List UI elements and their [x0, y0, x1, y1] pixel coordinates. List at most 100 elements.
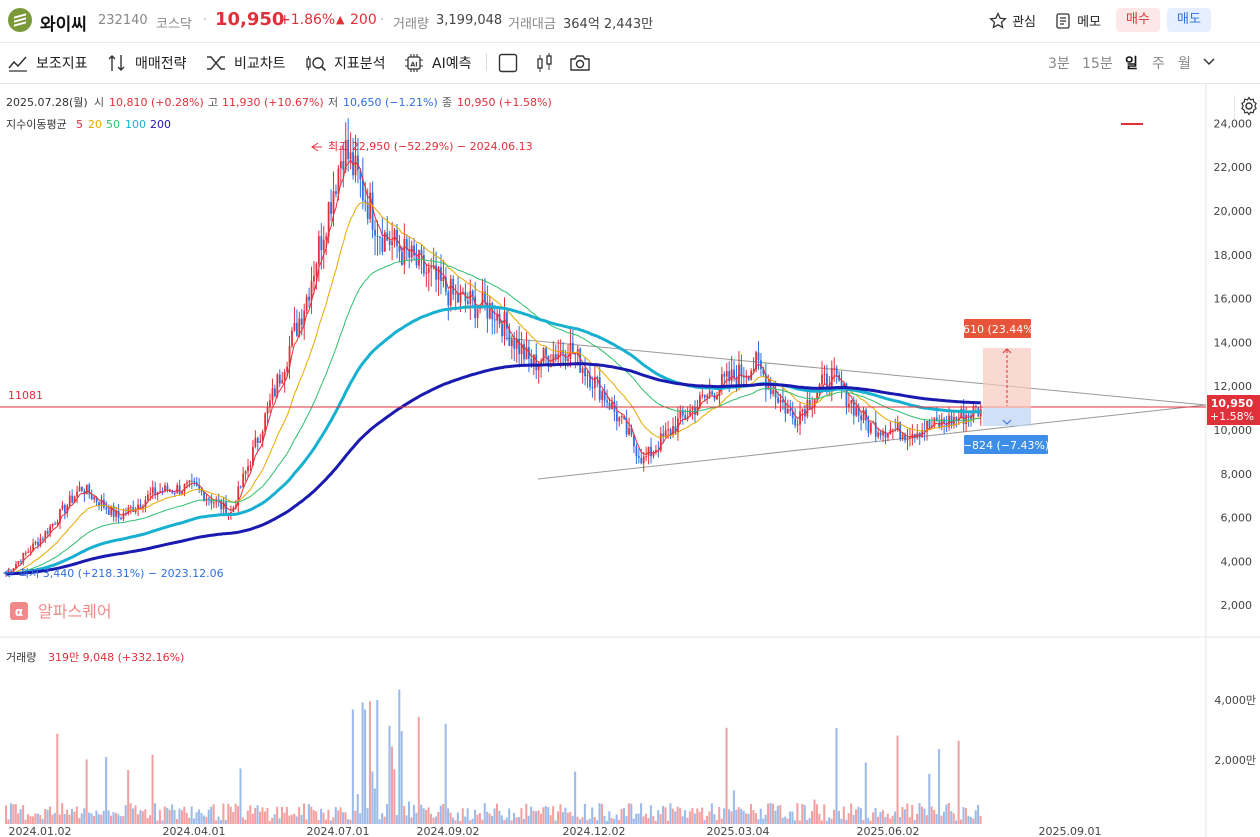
candle-body — [620, 416, 623, 418]
candle-body — [154, 487, 157, 495]
volume-bar — [129, 803, 132, 824]
candle-body — [357, 155, 359, 171]
candle-body — [637, 456, 640, 458]
candle-body — [273, 388, 276, 397]
period-3min[interactable]: 3분 — [1048, 56, 1070, 72]
volume-bar — [373, 788, 376, 824]
volume-bar — [132, 808, 135, 824]
toolbar-ai-forecast[interactable]: AI예측 — [432, 56, 472, 72]
camera-icon[interactable] — [569, 53, 591, 73]
volume-panel-value: 319만 9,048 (+332.16%) — [48, 651, 184, 664]
candle-body — [27, 551, 30, 553]
candle-type-icon[interactable] — [535, 52, 555, 74]
candle-body — [501, 323, 503, 337]
volume-bar — [869, 820, 872, 824]
volume-bar — [977, 804, 980, 824]
volume-bar — [398, 689, 401, 824]
volume-bar — [393, 769, 396, 824]
candle-body — [498, 314, 501, 324]
candle-body — [437, 267, 440, 280]
candle-body — [752, 369, 755, 371]
volume-bar — [664, 807, 667, 824]
volume-bar — [141, 811, 144, 824]
watch-button[interactable]: 관심 — [989, 10, 1036, 30]
candle-body — [584, 368, 586, 377]
volume-bar — [183, 806, 186, 824]
candle-body — [322, 239, 325, 251]
volume-bar — [498, 810, 501, 824]
watch-label: 관심 — [1012, 15, 1037, 30]
toolbar-analysis[interactable]: 지표분석 — [334, 56, 386, 72]
volume-bar — [547, 807, 550, 824]
period-15min[interactable]: 15분 — [1082, 56, 1113, 72]
volume-panel-label: 거래량 — [6, 651, 36, 664]
candle-body — [764, 374, 767, 390]
memo-label: 메모 — [1077, 15, 1102, 30]
separator-dot-2: · — [380, 13, 385, 28]
volume-bar — [918, 803, 921, 824]
volume-bar — [803, 805, 806, 824]
candle-body — [342, 161, 345, 170]
volume-bar — [862, 820, 865, 824]
candle-body — [476, 308, 479, 319]
candle-body — [449, 278, 452, 306]
candle-body — [435, 265, 438, 280]
volume-bar — [425, 809, 428, 824]
fullscreen-box-icon[interactable] — [498, 53, 518, 73]
candle-body — [496, 314, 499, 321]
volume-bar — [124, 805, 127, 824]
candle-body — [547, 355, 550, 368]
volume-bar — [259, 811, 262, 824]
volume-bar — [234, 803, 237, 824]
volume-bar — [139, 810, 142, 824]
volume-bar — [70, 808, 73, 824]
toolbar-strategy[interactable]: 매매전략 — [135, 56, 187, 72]
support-trendline[interactable] — [537, 404, 1207, 480]
volume-bar — [854, 809, 858, 824]
volume-bar — [327, 809, 330, 824]
volume-bar — [207, 809, 210, 824]
candle-body — [784, 402, 787, 414]
price-chart[interactable]: 2025.07.28(월) 시 10,810 (+0.28%) 고 11,930… — [0, 84, 1260, 837]
candle-body — [381, 237, 384, 252]
volume-bar — [451, 817, 455, 824]
volume-bar — [312, 810, 315, 824]
volume-bar — [95, 810, 98, 824]
volume-bar — [850, 803, 853, 824]
buy-button[interactable]: 매수 — [1116, 8, 1160, 32]
price-tag-value: 10,950 — [1211, 397, 1254, 410]
candle-body — [857, 406, 860, 416]
candle-body — [156, 492, 159, 495]
settings-button[interactable] — [1234, 95, 1259, 119]
candle-body — [860, 415, 862, 421]
info-close-value: 10,950 (+1.58%) — [457, 96, 552, 109]
toolbar-indicators[interactable]: 보조지표 — [36, 56, 88, 72]
volume-bar — [500, 815, 503, 824]
volume-bar — [811, 811, 814, 824]
volume-bar — [324, 819, 328, 824]
candle-body — [107, 509, 110, 515]
volume-bar — [659, 814, 662, 824]
volume-bar — [911, 805, 914, 824]
volume-bar — [320, 808, 323, 824]
volume-bar — [933, 809, 936, 824]
volume-bar — [290, 814, 293, 824]
candle-body — [379, 236, 381, 238]
y-tick-label: 20,000 — [1214, 205, 1253, 218]
memo-button[interactable]: 메모 — [1054, 10, 1101, 30]
period-day[interactable]: 일 — [1125, 56, 1138, 72]
volume-bar — [366, 808, 369, 824]
volume-bar — [307, 803, 310, 824]
period-month[interactable]: 월 — [1178, 56, 1191, 72]
candle-body — [225, 502, 227, 516]
sell-button[interactable]: 매도 — [1167, 8, 1211, 32]
volume-bar — [322, 812, 325, 824]
toolbar-compare[interactable]: 비교차트 — [234, 56, 286, 72]
volume-bar — [618, 819, 621, 824]
volume-bar — [644, 813, 647, 824]
volume-bar — [693, 813, 696, 824]
volume-bar — [925, 815, 928, 824]
period-week[interactable]: 주 — [1152, 56, 1165, 72]
alphasquare-logo-mark: α — [15, 605, 23, 619]
chevron-down-icon[interactable] — [1203, 57, 1215, 67]
